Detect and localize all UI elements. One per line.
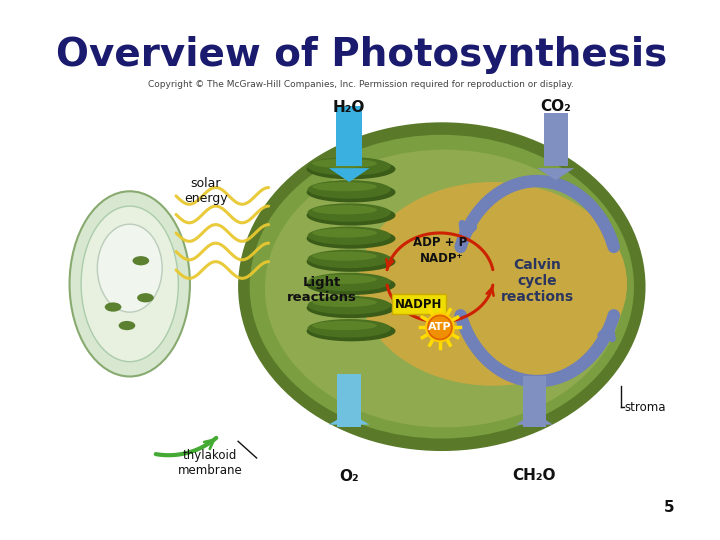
Circle shape [429,316,451,339]
Text: solar
energy: solar energy [184,177,228,205]
Ellipse shape [312,228,377,238]
Ellipse shape [137,293,154,302]
Ellipse shape [250,135,634,438]
Ellipse shape [307,319,391,338]
Text: Light
reactions: Light reactions [287,276,356,305]
Ellipse shape [265,150,624,428]
Ellipse shape [307,204,391,222]
Text: CO₂: CO₂ [540,99,571,113]
Ellipse shape [307,228,395,249]
Text: stroma: stroma [624,401,666,414]
Polygon shape [329,413,369,424]
FancyBboxPatch shape [392,294,446,314]
Ellipse shape [307,180,391,199]
Ellipse shape [307,252,395,272]
Ellipse shape [307,273,391,291]
Ellipse shape [119,321,135,330]
FancyBboxPatch shape [336,106,362,166]
Text: NADP⁺: NADP⁺ [420,252,464,265]
FancyBboxPatch shape [523,376,546,428]
FancyBboxPatch shape [544,112,568,166]
Ellipse shape [307,157,391,176]
Text: O₂: O₂ [339,469,359,484]
Ellipse shape [307,296,391,314]
Ellipse shape [238,122,646,451]
Text: Calvin
cycle
reactions: Calvin cycle reactions [500,258,574,305]
Ellipse shape [81,206,179,362]
Text: thylakoid
membrane: thylakoid membrane [178,449,243,477]
Text: ATP: ATP [428,322,451,333]
Text: ADP + P: ADP + P [413,236,467,249]
Polygon shape [537,168,575,180]
Ellipse shape [307,182,395,202]
Ellipse shape [312,252,377,261]
Ellipse shape [312,159,377,168]
Ellipse shape [312,298,377,307]
Text: NADPH: NADPH [395,298,442,310]
Ellipse shape [312,275,377,284]
Circle shape [426,314,454,341]
Ellipse shape [132,256,149,265]
Polygon shape [329,168,369,182]
Ellipse shape [104,302,122,312]
Ellipse shape [312,321,377,330]
FancyBboxPatch shape [337,374,361,428]
Ellipse shape [307,321,395,341]
Ellipse shape [307,298,395,318]
Text: Overview of Photosynthesis: Overview of Photosynthesis [55,36,667,74]
Ellipse shape [312,205,377,214]
Text: H₂O: H₂O [333,100,365,116]
Text: Copyright © The McGraw-Hill Companies, Inc. Permission required for reproduction: Copyright © The McGraw-Hill Companies, I… [148,80,574,89]
Polygon shape [516,413,553,424]
Ellipse shape [70,191,190,376]
Ellipse shape [307,249,391,268]
Ellipse shape [307,159,395,179]
Ellipse shape [359,182,627,386]
Ellipse shape [307,205,395,226]
Text: 5: 5 [663,501,674,516]
Ellipse shape [307,226,391,245]
Ellipse shape [312,182,377,191]
Ellipse shape [307,275,395,295]
Ellipse shape [97,224,162,312]
Text: CH₂O: CH₂O [513,468,556,483]
